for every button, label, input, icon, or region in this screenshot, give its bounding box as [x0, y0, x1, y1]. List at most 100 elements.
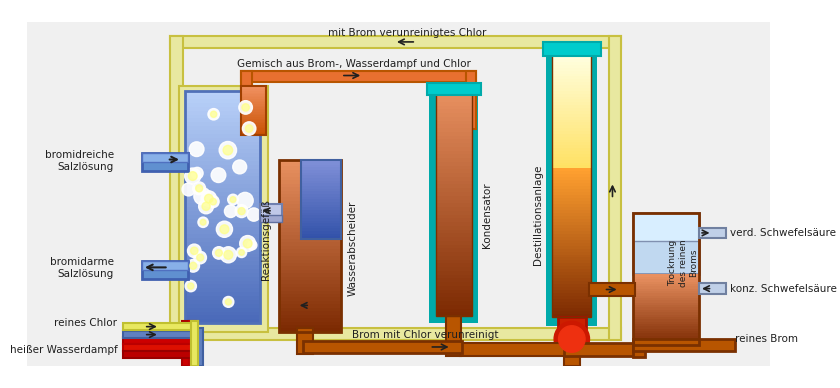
Bar	[465, 71, 476, 128]
Bar	[185, 165, 260, 169]
Bar	[553, 94, 591, 97]
Circle shape	[188, 171, 197, 180]
Circle shape	[185, 168, 201, 184]
Bar	[302, 204, 341, 208]
Bar	[279, 253, 341, 256]
Bar	[436, 244, 472, 249]
Bar	[302, 197, 341, 200]
Bar	[302, 215, 341, 218]
Bar	[185, 262, 260, 266]
Bar	[185, 184, 260, 189]
Bar	[279, 194, 341, 198]
Bar	[185, 250, 260, 254]
Bar	[633, 300, 699, 303]
Circle shape	[190, 262, 197, 269]
Bar	[185, 304, 260, 308]
Bar	[633, 312, 699, 315]
Bar	[279, 187, 341, 191]
Bar	[436, 211, 472, 215]
Bar	[633, 274, 699, 277]
Text: verd. Schwefelsäure: verd. Schwefelsäure	[730, 228, 836, 238]
Bar	[241, 109, 265, 111]
Bar	[553, 287, 591, 291]
Bar	[553, 160, 591, 163]
Bar	[302, 194, 341, 197]
Bar	[436, 203, 472, 208]
Bar	[241, 128, 265, 130]
Bar	[436, 139, 472, 144]
Bar	[553, 102, 591, 106]
Bar	[553, 219, 591, 222]
Bar	[185, 122, 260, 126]
Circle shape	[198, 217, 208, 227]
Bar	[553, 154, 591, 157]
Bar	[279, 270, 341, 274]
Bar	[185, 188, 260, 192]
Bar	[279, 277, 341, 281]
Bar	[553, 222, 591, 225]
Bar	[436, 173, 472, 177]
Bar	[553, 258, 591, 261]
Bar	[436, 196, 472, 200]
Bar	[553, 272, 591, 276]
Bar	[633, 213, 699, 345]
Bar	[553, 140, 591, 143]
Bar	[436, 290, 472, 294]
Bar	[553, 111, 591, 114]
Bar	[436, 128, 472, 132]
Bar	[260, 204, 281, 220]
Bar	[241, 94, 265, 96]
Bar	[302, 234, 341, 237]
Bar	[241, 93, 265, 95]
Circle shape	[217, 221, 233, 237]
Bar	[553, 146, 591, 149]
Bar	[553, 157, 591, 160]
Bar	[436, 256, 472, 260]
Bar	[436, 271, 472, 275]
Bar	[279, 236, 341, 239]
Bar	[633, 307, 699, 310]
Bar	[279, 177, 341, 181]
Bar	[553, 249, 591, 252]
Bar	[633, 324, 699, 327]
Bar	[553, 186, 591, 190]
Bar	[241, 86, 265, 135]
Bar	[241, 132, 265, 133]
Bar	[196, 327, 203, 365]
Bar	[553, 195, 591, 199]
Bar	[633, 286, 699, 289]
Bar	[436, 188, 472, 192]
Bar	[553, 88, 591, 91]
Bar	[633, 317, 699, 320]
Bar	[302, 170, 341, 173]
Text: heißer Wasserdampf: heißer Wasserdampf	[9, 345, 118, 355]
Text: Gemisch aus Brom-, Wasserdampf und Chlor: Gemisch aus Brom-, Wasserdampf und Chlor	[238, 59, 471, 69]
Bar	[553, 76, 591, 80]
Bar	[633, 293, 699, 296]
Bar	[436, 181, 472, 185]
Bar	[185, 126, 260, 130]
Bar	[279, 256, 341, 260]
Bar	[436, 215, 472, 219]
Bar	[185, 169, 260, 173]
Bar	[279, 218, 341, 222]
Bar	[436, 117, 472, 121]
Bar	[436, 218, 472, 222]
Bar	[279, 284, 341, 288]
Bar	[553, 59, 591, 62]
Bar	[279, 291, 341, 294]
Bar	[185, 196, 260, 200]
Bar	[436, 237, 472, 241]
Bar	[633, 310, 699, 313]
Text: bromidarme
Salzlösung: bromidarme Salzlösung	[50, 258, 113, 279]
Bar	[185, 103, 260, 107]
Bar	[279, 298, 341, 301]
Circle shape	[237, 192, 253, 209]
Bar	[302, 162, 341, 165]
Bar	[699, 283, 726, 294]
Bar	[241, 123, 265, 125]
Circle shape	[554, 321, 590, 357]
Bar	[302, 210, 341, 213]
Bar	[171, 36, 183, 340]
Bar	[185, 265, 260, 270]
